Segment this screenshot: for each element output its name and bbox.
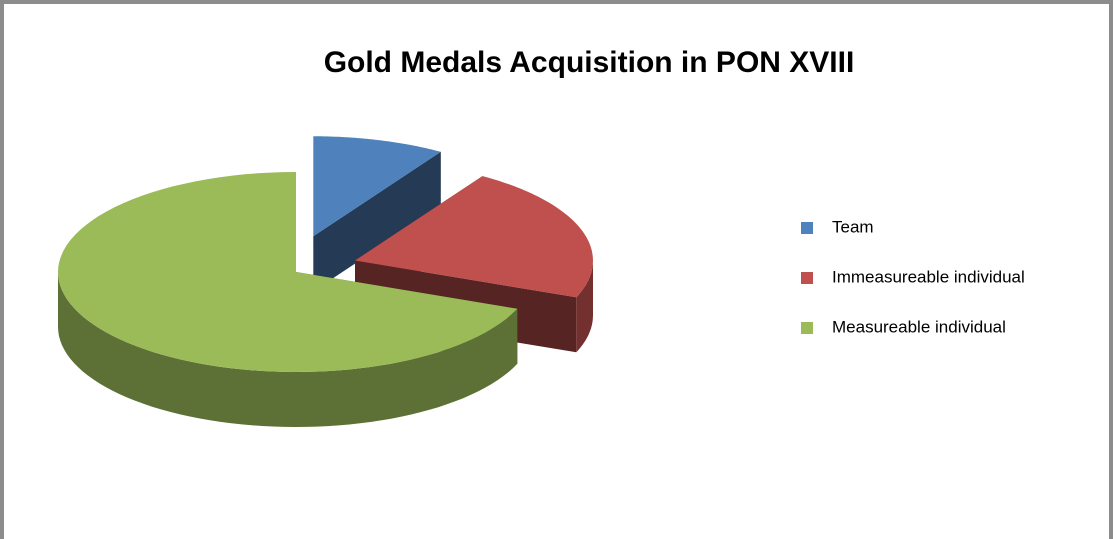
slice-side	[576, 260, 593, 353]
chart-title: Gold Medals Acquisition in PON XVIII	[324, 46, 855, 79]
legend-label: Team	[832, 217, 874, 236]
legend-swatch	[801, 272, 813, 284]
pie-slice	[58, 172, 518, 427]
legend-swatch	[801, 222, 813, 234]
pie-slice	[313, 136, 441, 292]
slice-side	[58, 272, 518, 427]
chart: Gold Medals Acquisition in PON XVIII Tea…	[58, 46, 1025, 427]
slice-top	[313, 136, 441, 237]
slice-top	[355, 176, 593, 298]
legend-label: Measureable individual	[832, 317, 1006, 336]
legend-label: Immeasureable individual	[832, 267, 1025, 286]
slice-cut-face	[313, 151, 441, 292]
pie-slice	[355, 176, 593, 353]
legend-swatch	[801, 322, 813, 334]
slice-top	[58, 172, 518, 372]
